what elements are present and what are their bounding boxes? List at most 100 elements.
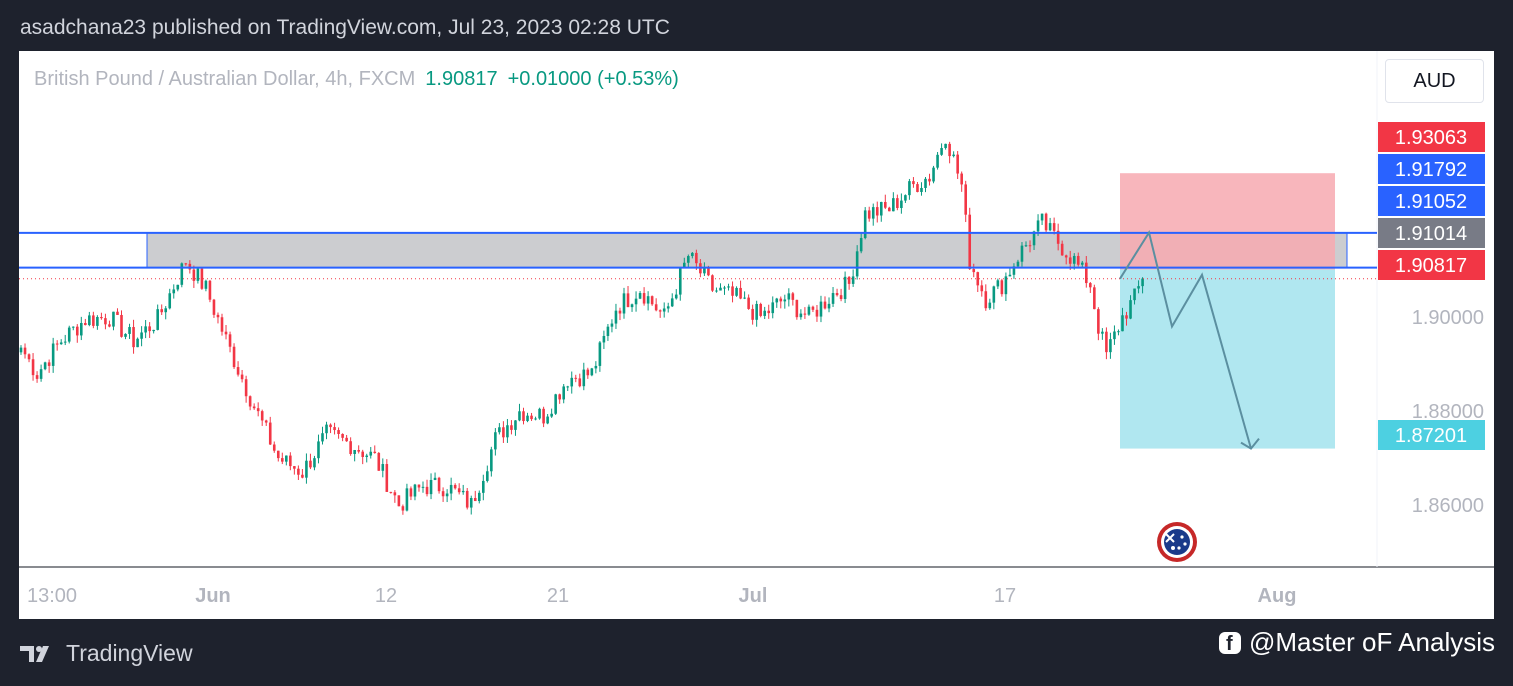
candle-body xyxy=(469,498,473,508)
candle-body xyxy=(71,326,75,328)
candle-body xyxy=(345,437,348,442)
candle-body xyxy=(674,294,678,299)
candle-body xyxy=(1097,309,1100,334)
candle-body xyxy=(184,263,188,265)
candle-body xyxy=(67,327,71,342)
candle-body xyxy=(289,455,292,467)
candle-body xyxy=(144,326,147,333)
candle-body xyxy=(313,458,316,468)
candle-body xyxy=(944,143,947,149)
candle-body xyxy=(626,293,630,308)
candle-body xyxy=(884,201,887,208)
candle-body xyxy=(108,324,111,327)
price-tag xyxy=(1378,186,1485,216)
price-change: +0.01000 (+0.53%) xyxy=(507,68,679,90)
candle-body xyxy=(687,256,690,263)
chart-canvas[interactable]: 1.940001.900001.880001.860001.930631.917… xyxy=(19,51,1494,619)
candle-body xyxy=(1072,255,1076,264)
candle-body xyxy=(128,327,131,334)
candle-body xyxy=(506,425,509,438)
candle-body xyxy=(385,464,389,492)
stop-loss-zone xyxy=(1120,173,1335,270)
x-tick-label: 17 xyxy=(994,585,1016,607)
price-tag-label: 1.90817 xyxy=(1395,255,1467,277)
candle-body xyxy=(815,309,819,317)
price-axis: 1.940001.900001.880001.860001.930631.917… xyxy=(1378,119,1485,517)
candle-body xyxy=(31,359,35,376)
candle-body xyxy=(433,477,437,481)
candle-body xyxy=(120,314,123,337)
candle-body xyxy=(642,293,646,304)
price-tag-label: 1.93063 xyxy=(1395,127,1467,149)
candle-body xyxy=(1129,300,1132,319)
candle-body xyxy=(1093,287,1096,310)
candle-body xyxy=(1133,288,1136,301)
candle-body xyxy=(743,297,746,299)
candle-body xyxy=(650,296,654,305)
candle-body xyxy=(196,268,200,281)
candle-body xyxy=(337,430,340,434)
candle-body xyxy=(908,181,911,196)
candle-body xyxy=(634,298,638,305)
candle-body xyxy=(1008,274,1012,277)
candle-body xyxy=(823,301,827,309)
candle-body xyxy=(747,297,750,309)
candle-body xyxy=(389,491,393,493)
candle-body xyxy=(80,322,83,336)
candle-body xyxy=(976,272,980,286)
candle-body xyxy=(928,178,931,182)
candle-body xyxy=(1109,339,1112,353)
candle-body xyxy=(252,406,256,409)
candle-body xyxy=(606,326,610,336)
candle-body xyxy=(767,310,771,314)
candle-body xyxy=(920,187,923,192)
candle-body xyxy=(723,287,726,289)
candle-body xyxy=(863,210,867,239)
candle-body xyxy=(904,195,907,201)
price-tag xyxy=(1378,420,1485,450)
candle-body xyxy=(96,316,99,326)
candle-body xyxy=(192,269,196,281)
x-tick-label: 13:00 xyxy=(27,585,77,607)
candle-body xyxy=(309,460,312,468)
tradingview-logo[interactable]: TradingView xyxy=(20,640,193,667)
candle-body xyxy=(924,178,927,188)
candle-body xyxy=(1105,331,1108,353)
candle-body xyxy=(755,303,758,320)
candle-body xyxy=(855,251,859,277)
candle-body xyxy=(984,291,988,309)
candle-body xyxy=(582,369,586,387)
candle-body xyxy=(490,449,493,472)
candle-body xyxy=(272,444,276,451)
price-tag xyxy=(1378,154,1485,184)
candle-body xyxy=(558,394,561,400)
x-tick-label: Aug xyxy=(1258,585,1297,607)
candle-body xyxy=(570,377,574,387)
x-tick-label: Jun xyxy=(195,585,231,607)
candle-body xyxy=(968,214,972,270)
candle-body xyxy=(522,411,525,422)
currency-button[interactable]: AUD xyxy=(1385,59,1484,103)
candle-body xyxy=(369,451,373,456)
candle-body xyxy=(224,331,228,335)
candle-body xyxy=(622,293,626,314)
time-axis: 13:00 Jun 12 21 Jul 17 Aug xyxy=(27,585,1296,607)
candle-body xyxy=(293,466,296,469)
candle-body xyxy=(811,306,815,310)
candle-body xyxy=(1036,220,1040,232)
chart-area[interactable]: 1.940001.900001.880001.860001.930631.917… xyxy=(19,51,1494,619)
candle-body xyxy=(1141,278,1144,287)
candle-body xyxy=(775,298,779,303)
symbol-name[interactable]: British Pound / Australian Dollar, 4h, F… xyxy=(34,68,416,90)
candle-body xyxy=(441,491,445,497)
y-tick-label: 1.88000 xyxy=(1412,401,1484,423)
candle-body xyxy=(598,342,602,366)
candle-body xyxy=(216,314,220,318)
candle-body xyxy=(417,484,421,488)
candle-body xyxy=(317,441,320,459)
candle-body xyxy=(301,474,304,478)
candle-body xyxy=(63,341,67,343)
candle-body xyxy=(1024,245,1028,247)
candle-body xyxy=(429,480,433,495)
candle-body xyxy=(1101,331,1104,334)
